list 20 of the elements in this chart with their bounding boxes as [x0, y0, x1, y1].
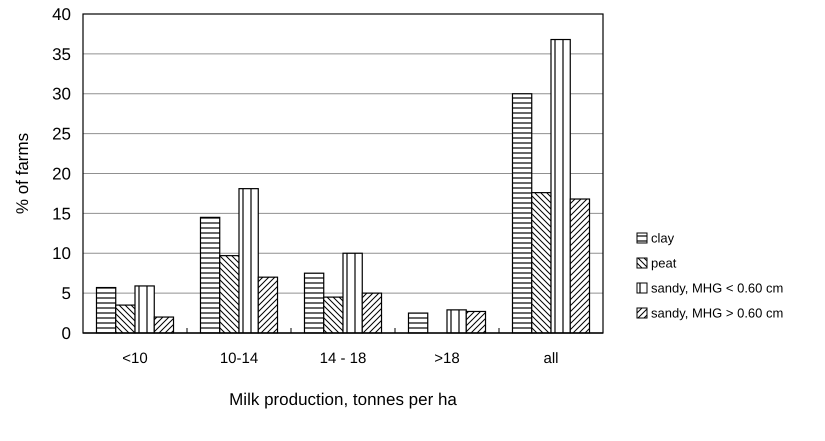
- y-tick-label: 5: [62, 284, 71, 304]
- y-tick-label: 15: [52, 204, 71, 224]
- x-tick-label: all: [543, 350, 559, 367]
- legend-label: peat: [651, 256, 677, 271]
- y-tick-label: 20: [52, 164, 71, 184]
- legend-label: clay: [651, 230, 675, 246]
- y-tick-label: 30: [52, 84, 71, 104]
- legend-label: sandy, MHG > 0.60 cm: [651, 306, 784, 321]
- x-tick-label: 10-14: [220, 350, 258, 367]
- y-axis-title: % of farms: [13, 132, 32, 214]
- x-axis-title: Milk production, tonnes per ha: [229, 390, 458, 409]
- y-tick-label: 25: [52, 124, 71, 144]
- x-tick-label: 14 - 18: [320, 350, 366, 367]
- y-tick-label: 0: [62, 324, 71, 343]
- y-tick-label: 40: [52, 4, 71, 24]
- y-tick-label: 10: [52, 244, 71, 264]
- legend-label: sandy, MHG < 0.60 cm: [651, 280, 784, 296]
- x-tick-label: <10: [122, 350, 148, 367]
- x-tick-label: >18: [434, 350, 460, 367]
- y-tick-label: 35: [52, 44, 71, 64]
